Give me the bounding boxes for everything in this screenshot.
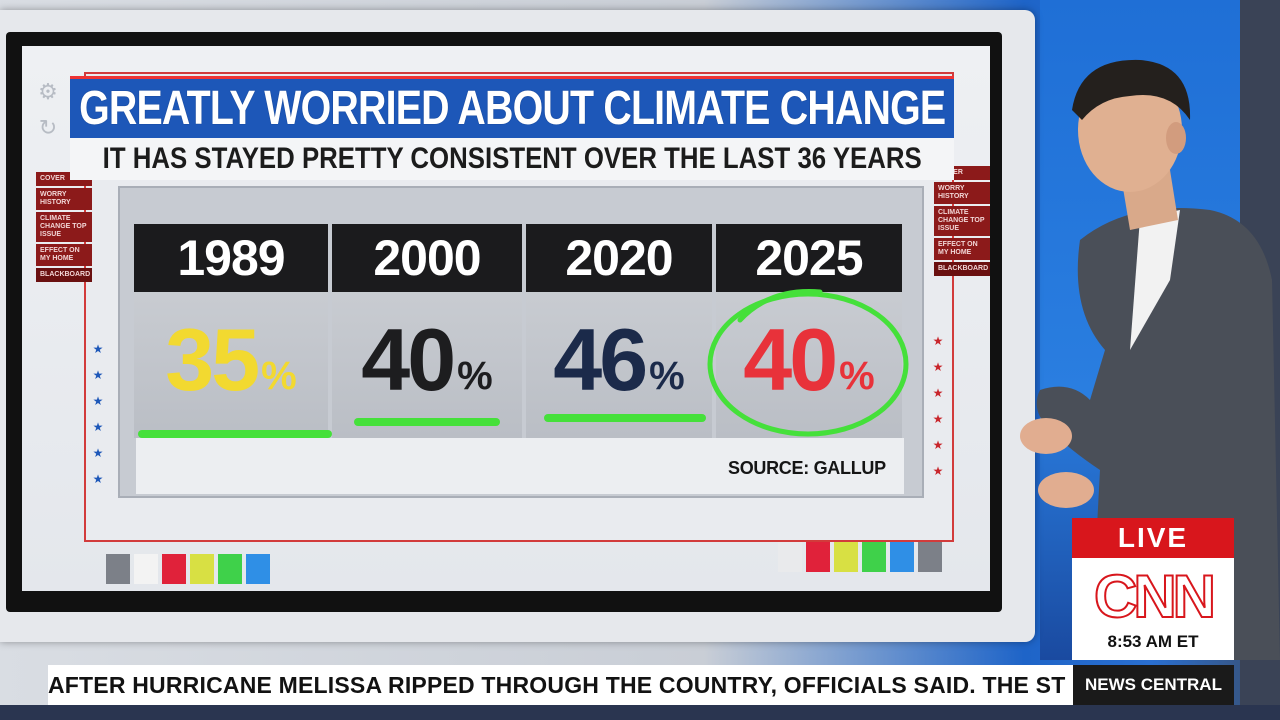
menu-item[interactable]: CLIMATE CHANGE TOP ISSUE — [934, 206, 990, 236]
cnn-logo: CNN — [1093, 563, 1217, 630]
highlight-underline — [138, 430, 332, 438]
menu-item[interactable]: BLACKBOARD — [934, 262, 990, 276]
graphic-subtitle-bar: IT HAS STAYED PRETTY CONSISTENT OVER THE… — [70, 138, 954, 180]
color-swatch[interactable] — [190, 554, 214, 584]
star-icon: ★ — [92, 446, 104, 460]
graphic-title: GREATLY WORRIED ABOUT CLIMATE CHANGE — [78, 82, 946, 135]
left-star-column: ★ ★ ★ ★ ★ ★ — [88, 342, 108, 486]
menu-item[interactable]: EFFECT ON MY HOME — [36, 244, 92, 266]
color-swatch[interactable] — [890, 542, 914, 572]
color-swatch[interactable] — [862, 542, 886, 572]
color-swatch[interactable] — [778, 542, 802, 572]
news-ticker: AFTER HURRICANE MELISSA RIPPED THROUGH T… — [48, 665, 1073, 705]
year-header: 2000 — [332, 224, 522, 292]
year-header: 1989 — [134, 224, 328, 292]
ticker-text: AFTER HURRICANE MELISSA RIPPED THROUGH T… — [48, 671, 1066, 698]
color-swatch[interactable] — [218, 554, 242, 584]
right-star-column: ★ ★ ★ ★ ★ ★ — [928, 334, 948, 478]
color-swatch[interactable] — [106, 554, 130, 584]
star-icon: ★ — [932, 386, 944, 400]
year-column[interactable]: 2020 46% — [526, 224, 712, 438]
year-label: 2025 — [755, 230, 863, 286]
graphic-subtitle: IT HAS STAYED PRETTY CONSISTENT OVER THE… — [102, 142, 922, 175]
color-swatch[interactable] — [246, 554, 270, 584]
percent-number: 40 — [361, 310, 456, 409]
star-icon: ★ — [92, 394, 104, 408]
source-label: SOURCE: GALLUP — [728, 458, 886, 478]
year-column[interactable]: 1989 35% — [134, 224, 328, 438]
year-label: 2020 — [565, 230, 673, 286]
year-column[interactable]: 2000 40% — [332, 224, 522, 438]
percent-sign: % — [649, 354, 685, 398]
percent-sign: % — [457, 354, 493, 398]
percent-sign: % — [261, 354, 297, 398]
broadcast-time: 8:53 AM ET — [1107, 632, 1199, 651]
percent-number: 40 — [743, 310, 838, 409]
color-swatch[interactable] — [918, 542, 942, 572]
percent-number: 46 — [553, 310, 648, 409]
color-swatch[interactable] — [806, 542, 830, 572]
star-icon: ★ — [92, 368, 104, 382]
left-nav-menu: COVER WORRY HISTORY CLIMATE CHANGE TOP ISS… — [36, 172, 92, 282]
star-icon: ★ — [932, 464, 944, 478]
star-icon: ★ — [932, 438, 944, 452]
star-icon: ★ — [932, 360, 944, 374]
star-icon: ★ — [92, 472, 104, 486]
highlight-circle-annotation — [707, 289, 909, 437]
star-icon: ★ — [92, 420, 104, 434]
refresh-icon[interactable]: ↻ — [38, 115, 58, 140]
percent-value: 40% — [716, 314, 902, 404]
menu-item[interactable]: WORRY HISTORY — [36, 188, 92, 210]
year-header: 2020 — [526, 224, 712, 292]
live-label: LIVE — [1072, 518, 1234, 558]
graphic-title-banner: GREATLY WORRIED ABOUT CLIMATE CHANGE — [70, 76, 954, 138]
show-name-label: NEWS CENTRAL — [1073, 665, 1234, 705]
color-swatch[interactable] — [834, 542, 858, 572]
bottom-strip — [0, 705, 1280, 720]
percent-value: 46% — [526, 314, 712, 404]
highlight-underline — [544, 414, 706, 422]
menu-item[interactable]: CLIMATE CHANGE TOP ISSUE — [36, 212, 92, 242]
star-icon: ★ — [932, 412, 944, 426]
star-icon: ★ — [932, 334, 944, 348]
color-palette-left — [106, 554, 270, 584]
star-icon: ★ — [92, 342, 104, 356]
color-swatch[interactable] — [162, 554, 186, 584]
data-panel-footer — [136, 438, 904, 494]
highlight-underline — [354, 418, 500, 426]
menu-item[interactable]: BLACKBOARD — [36, 268, 92, 282]
year-header: 2025 — [716, 224, 902, 292]
year-column[interactable]: 2025 40% — [716, 224, 902, 438]
year-label: 2000 — [373, 230, 481, 286]
percent-value: 35% — [134, 314, 328, 404]
percent-value: 40% — [332, 314, 522, 404]
menu-item[interactable]: EFFECT ON MY HOME — [934, 238, 990, 260]
color-palette-right — [778, 542, 942, 572]
settings-gear-icon[interactable]: ⚙ — [38, 79, 58, 104]
color-swatch[interactable] — [134, 554, 158, 584]
year-label: 1989 — [177, 230, 285, 286]
percent-number: 35 — [165, 310, 260, 409]
percent-sign: % — [839, 354, 875, 398]
menu-item[interactable]: WORRY HISTORY — [934, 182, 990, 204]
live-bug: LIVE CNN 8:53 AM ET — [1072, 518, 1234, 660]
